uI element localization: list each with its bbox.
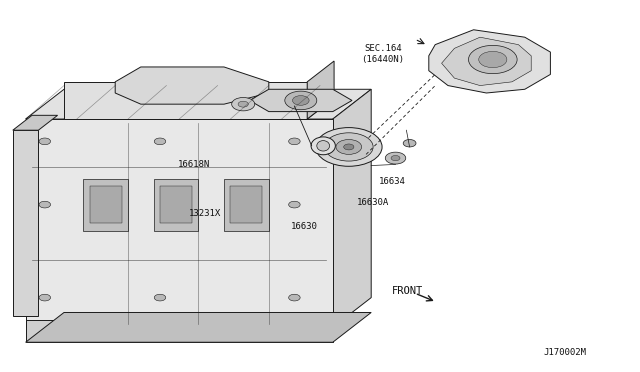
Polygon shape <box>26 320 333 342</box>
Polygon shape <box>230 186 262 223</box>
Circle shape <box>285 91 317 110</box>
Polygon shape <box>307 61 334 119</box>
Polygon shape <box>115 67 269 104</box>
Circle shape <box>324 133 373 161</box>
Ellipse shape <box>317 141 330 151</box>
Polygon shape <box>429 30 550 93</box>
Circle shape <box>39 138 51 145</box>
Circle shape <box>292 96 309 105</box>
Circle shape <box>154 294 166 301</box>
Circle shape <box>289 138 300 145</box>
Circle shape <box>238 101 248 107</box>
Polygon shape <box>64 98 334 119</box>
Circle shape <box>391 155 400 161</box>
Polygon shape <box>13 115 58 130</box>
Polygon shape <box>90 186 122 223</box>
Text: 16630A: 16630A <box>357 198 389 207</box>
Polygon shape <box>26 119 333 327</box>
Polygon shape <box>224 179 269 231</box>
Circle shape <box>403 140 416 147</box>
Circle shape <box>289 294 300 301</box>
Text: 13231X: 13231X <box>189 209 221 218</box>
Circle shape <box>479 51 507 68</box>
Circle shape <box>336 140 362 154</box>
Text: J170002M: J170002M <box>543 348 586 357</box>
Circle shape <box>154 138 166 145</box>
Text: SEC.164
(16440N): SEC.164 (16440N) <box>361 44 404 64</box>
Circle shape <box>289 201 300 208</box>
Polygon shape <box>442 37 531 86</box>
Circle shape <box>344 144 354 150</box>
Polygon shape <box>13 130 38 316</box>
Circle shape <box>39 294 51 301</box>
Polygon shape <box>83 179 128 231</box>
Ellipse shape <box>311 137 335 155</box>
Circle shape <box>385 152 406 164</box>
Circle shape <box>316 128 382 166</box>
Polygon shape <box>64 82 307 119</box>
Circle shape <box>232 97 255 111</box>
Polygon shape <box>26 312 371 342</box>
Text: FRONT: FRONT <box>392 286 423 296</box>
Circle shape <box>39 201 51 208</box>
Polygon shape <box>333 89 371 327</box>
Text: 16618N: 16618N <box>178 160 210 169</box>
Polygon shape <box>26 89 371 119</box>
Polygon shape <box>250 89 352 112</box>
Circle shape <box>468 45 517 74</box>
Polygon shape <box>160 186 192 223</box>
Text: 16634: 16634 <box>379 177 406 186</box>
Polygon shape <box>154 179 198 231</box>
Text: 16630: 16630 <box>291 222 318 231</box>
